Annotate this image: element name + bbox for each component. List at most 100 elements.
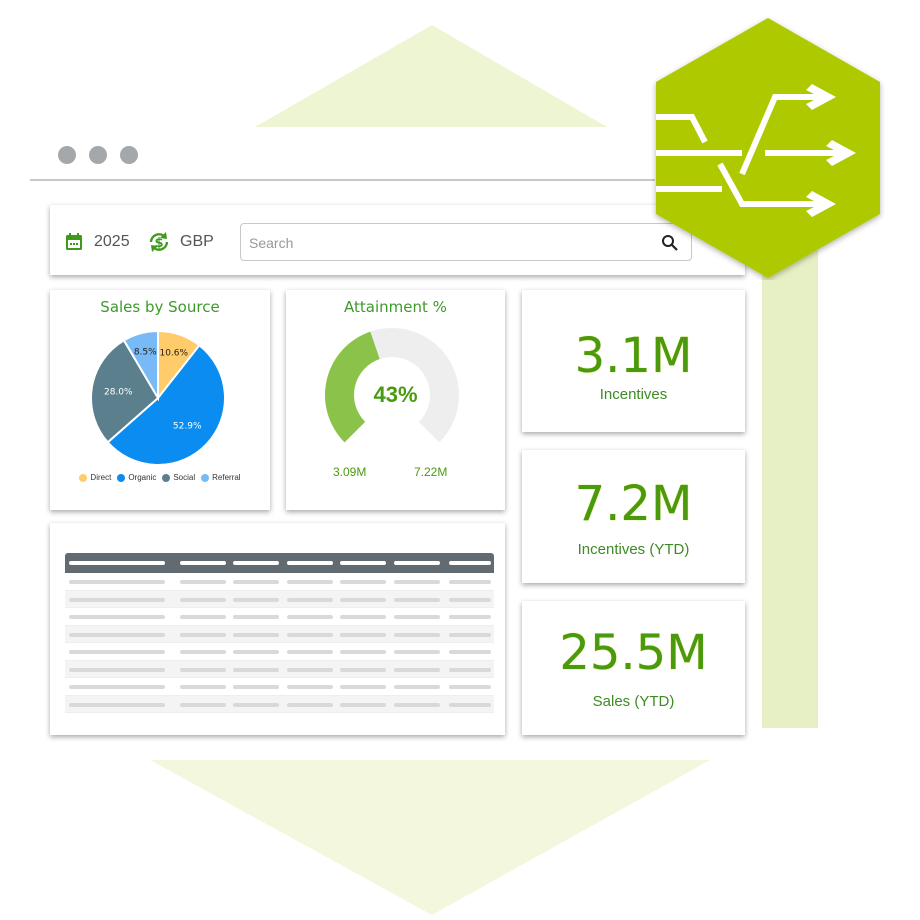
legend-item[interactable]: Social bbox=[162, 473, 195, 482]
cell-placeholder bbox=[287, 580, 333, 584]
pie-data-label: 8.5% bbox=[134, 347, 157, 357]
table-row[interactable] bbox=[65, 590, 494, 608]
table-header bbox=[65, 553, 494, 573]
gauge-current: 3.09M bbox=[333, 465, 367, 479]
attainment-gauge bbox=[325, 328, 459, 443]
kpi-card-incentives: 3.1M Incentives bbox=[522, 290, 745, 432]
svg-text:$: $ bbox=[154, 236, 163, 251]
header-cell-placeholder bbox=[287, 561, 333, 565]
cell-placeholder bbox=[233, 580, 279, 584]
legend-swatch bbox=[117, 473, 126, 482]
cell-placeholder bbox=[69, 580, 165, 584]
toolbar: 2025 $ GBP Search bbox=[50, 205, 745, 275]
pie-data-label: 10.6% bbox=[159, 348, 188, 358]
cell-placeholder bbox=[287, 702, 333, 707]
cell-placeholder bbox=[449, 667, 491, 672]
cell-placeholder bbox=[394, 685, 440, 689]
table-row[interactable] bbox=[65, 608, 494, 626]
table-row[interactable] bbox=[65, 695, 494, 713]
legend-swatch bbox=[162, 473, 171, 482]
table-row[interactable] bbox=[65, 678, 494, 696]
cell-placeholder bbox=[449, 632, 491, 637]
table-row[interactable] bbox=[65, 660, 494, 678]
cell-placeholder bbox=[180, 650, 226, 654]
cell-placeholder bbox=[340, 685, 386, 689]
legend-item[interactable]: Referral bbox=[201, 473, 241, 482]
cell-placeholder bbox=[180, 685, 226, 689]
pie-data-label: 28.0% bbox=[104, 388, 133, 398]
cell-placeholder bbox=[394, 597, 440, 602]
cell-placeholder bbox=[394, 650, 440, 654]
search-placeholder: Search bbox=[249, 235, 294, 251]
kpi-label: Incentives (YTD) bbox=[577, 541, 690, 558]
cell-placeholder bbox=[69, 702, 165, 707]
pie-slice-social[interactable] bbox=[90, 338, 160, 444]
kpi-value: 25.5M bbox=[559, 625, 708, 681]
currency-selector[interactable]: GBP bbox=[180, 233, 214, 250]
header-cell-placeholder bbox=[449, 561, 491, 565]
cell-placeholder bbox=[449, 685, 491, 689]
cell-placeholder bbox=[394, 615, 440, 619]
cell-placeholder bbox=[449, 702, 491, 707]
cell-placeholder bbox=[394, 667, 440, 672]
table-row[interactable] bbox=[65, 643, 494, 661]
year-selector[interactable]: 2025 bbox=[94, 233, 130, 250]
cell-placeholder bbox=[340, 580, 386, 584]
search-input[interactable]: Search bbox=[240, 223, 692, 261]
cell-placeholder bbox=[180, 615, 226, 619]
attainment-card: Attainment % 43% 3.09M 7.22M bbox=[286, 290, 505, 510]
kpi-card-sales-ytd: 25.5M Sales (YTD) bbox=[522, 601, 745, 735]
cell-placeholder bbox=[180, 667, 226, 672]
legend-swatch bbox=[79, 473, 88, 482]
window-dot bbox=[89, 146, 107, 164]
calendar-icon[interactable] bbox=[64, 232, 84, 252]
kpi-label: Incentives bbox=[599, 386, 668, 403]
kpi-card-incentives-ytd: 7.2M Incentives (YTD) bbox=[522, 450, 745, 583]
header-cell-placeholder bbox=[340, 561, 386, 565]
cell-placeholder bbox=[233, 667, 279, 672]
header-cell-placeholder bbox=[233, 561, 279, 565]
table-row[interactable] bbox=[65, 625, 494, 643]
table-row[interactable] bbox=[65, 573, 494, 591]
merge-split-arrows-icon bbox=[656, 94, 840, 207]
cell-placeholder bbox=[233, 685, 279, 689]
cell-placeholder bbox=[69, 632, 165, 637]
header-cell-placeholder bbox=[180, 561, 226, 565]
cell-placeholder bbox=[394, 580, 440, 584]
cell-placeholder bbox=[287, 650, 333, 654]
cell-placeholder bbox=[394, 632, 440, 637]
legend-item[interactable]: Direct bbox=[79, 473, 111, 482]
legend-swatch bbox=[201, 473, 210, 482]
logo-hexagon bbox=[656, 18, 880, 278]
header-cell-placeholder bbox=[69, 561, 165, 565]
legend-label: Direct bbox=[90, 473, 112, 482]
cell-placeholder bbox=[287, 632, 333, 637]
sales-by-source-card: Sales by Source 10.6% 52.9% 28.0% 8.5% Dire… bbox=[50, 290, 270, 510]
search-icon[interactable] bbox=[661, 234, 679, 252]
cell-placeholder bbox=[69, 685, 165, 689]
cell-placeholder bbox=[69, 597, 165, 602]
cell-placeholder bbox=[233, 615, 279, 619]
legend-item[interactable]: Organic bbox=[117, 473, 156, 482]
pie-chart: 10.6% 52.9% 28.0% 8.5% bbox=[90, 329, 226, 466]
gauge-value: 43% bbox=[373, 382, 418, 407]
pie-slice-organic[interactable] bbox=[106, 343, 226, 466]
cell-placeholder bbox=[340, 632, 386, 637]
kpi-value: 3.1M bbox=[574, 328, 693, 384]
cell-placeholder bbox=[287, 667, 333, 672]
kpi-value: 7.2M bbox=[574, 476, 693, 532]
cell-placeholder bbox=[340, 702, 386, 707]
pie-slice-referral[interactable] bbox=[122, 329, 159, 402]
cell-placeholder bbox=[180, 702, 226, 707]
cell-placeholder bbox=[340, 597, 386, 602]
cell-placeholder bbox=[180, 580, 226, 584]
window-dot bbox=[58, 146, 76, 164]
cell-placeholder bbox=[180, 597, 226, 602]
cell-placeholder bbox=[287, 685, 333, 689]
kpi-label: Sales (YTD) bbox=[592, 693, 675, 710]
gauge-target: 7.22M bbox=[414, 465, 448, 479]
data-table-placeholder bbox=[65, 553, 494, 713]
cell-placeholder bbox=[449, 650, 491, 654]
currency-exchange-icon[interactable]: $ bbox=[147, 230, 171, 254]
